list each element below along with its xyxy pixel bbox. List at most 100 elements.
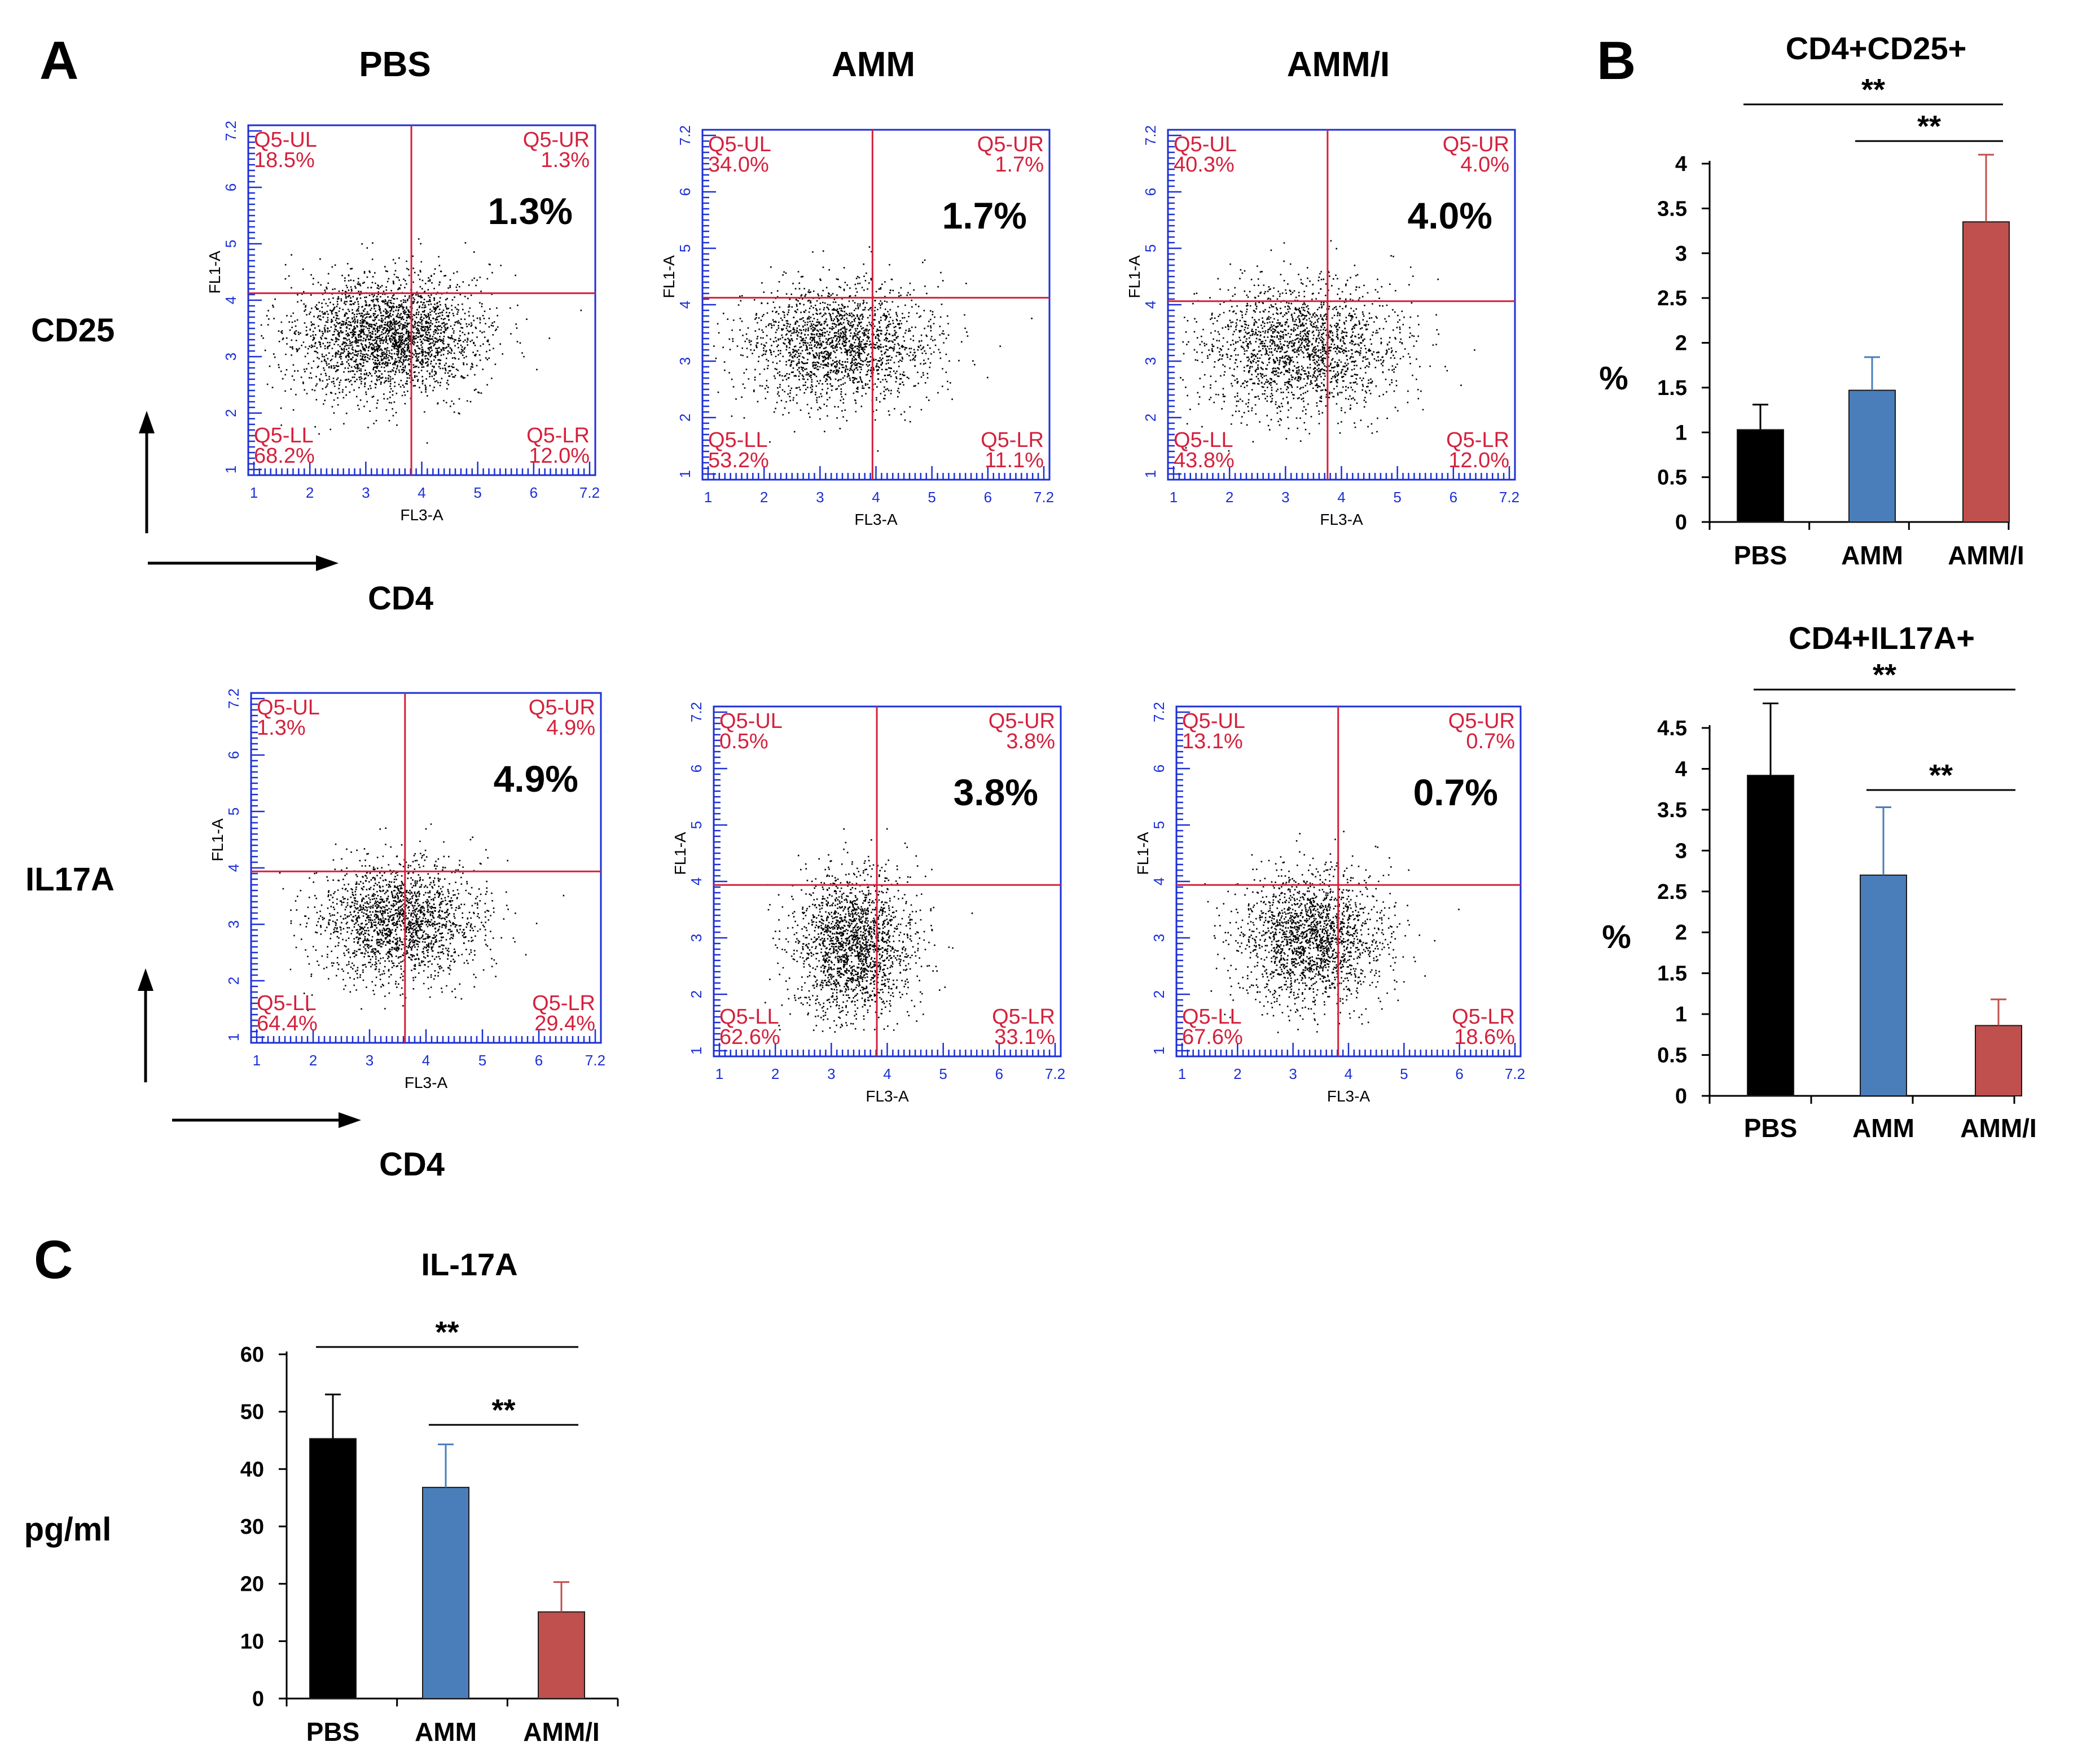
flow-x-tick-label: 3 — [366, 1052, 374, 1069]
y-axis-label: % — [1602, 919, 1631, 955]
flow-y-tick-label: 7.2 — [688, 702, 705, 722]
flow-x-tick-label: 7.2 — [1499, 489, 1519, 506]
chart-title: CD4+CD25+ — [1786, 30, 1967, 66]
category-label: PBS — [1734, 541, 1787, 570]
flow-x-axis-label: FL3-A — [405, 1074, 448, 1091]
significance-label: ** — [1861, 73, 1885, 107]
flow-x-tick-label: 1 — [715, 1065, 723, 1082]
flow-y-tick-label: 7.2 — [677, 125, 693, 146]
flow-x-tick-label: 2 — [1226, 489, 1233, 506]
quadrant-lr-name: Q5-LR — [526, 424, 590, 447]
flow-y-ticks — [248, 130, 262, 471]
quadrant-ul-name: Q5-UL — [708, 133, 771, 156]
y-tick-label: 0.5 — [1657, 466, 1687, 490]
quadrant-lr-value: 11.1% — [985, 449, 1044, 472]
flow-y-tick-label: 3 — [1142, 357, 1159, 365]
flow-x-tick-label: 2 — [771, 1065, 779, 1082]
flow-x-tick-label: 5 — [478, 1052, 486, 1069]
flow-x-tick-label: 2 — [760, 489, 768, 506]
flow-x-axis-label: FL3-A — [400, 506, 443, 524]
flow-y-tick-label: 1 — [225, 1033, 242, 1041]
flow-y-tick-label: 1 — [688, 1047, 705, 1055]
flow-y-tick-label: 1 — [1142, 470, 1159, 478]
flow-x-tick-label: 4 — [422, 1052, 430, 1069]
flow-y-ticks — [714, 711, 727, 1052]
flow-x-tick-label: 5 — [1393, 489, 1401, 506]
quadrant-ul-value: 1.3% — [257, 716, 306, 740]
flow-x-tick-label: 5 — [473, 484, 481, 501]
flow-x-tick-label: 1 — [1178, 1065, 1186, 1082]
y-tick-label: 3.5 — [1657, 798, 1687, 822]
row2-x-marker-cd4: CD4 — [379, 1146, 445, 1183]
row2-x-direction-arrow — [172, 1112, 361, 1128]
row-marker-cd25: CD25 — [31, 312, 115, 349]
flow-y-axis-label: FL1-A — [209, 818, 226, 862]
flow-y-tick-label: 5 — [1150, 821, 1167, 829]
flow-y-tick-label: 3 — [688, 934, 705, 942]
quadrant-ll-name: Q5-LL — [719, 1005, 779, 1029]
flow-x-tick-label: 3 — [362, 484, 370, 501]
category-label: AMM — [1841, 541, 1903, 570]
flow-y-tick-label: 4 — [1150, 877, 1167, 885]
quadrant-lr-value: 18.6% — [1454, 1025, 1515, 1049]
flow-y-tick-label: 3 — [1150, 934, 1167, 942]
flow-x-tick-label: 6 — [1455, 1065, 1463, 1082]
quadrant-ll-value: 68.2% — [254, 444, 315, 468]
flow-y-tick-label: 3 — [222, 353, 239, 361]
quadrant-ur-value: 1.7% — [995, 153, 1044, 177]
quadrant-ur-name: Q5-UR — [523, 128, 590, 152]
bar-amm-i — [1975, 1025, 2022, 1096]
flow-x-tick-label: 6 — [535, 1052, 543, 1069]
flow-y-tick-label: 3 — [677, 357, 693, 365]
y-tick-label: 2.5 — [1657, 880, 1687, 904]
flow-y-tick-label: 6 — [677, 188, 693, 196]
quadrant-ur-name: Q5-UR — [1443, 133, 1509, 156]
flow-x-tick-label: 1 — [704, 489, 712, 506]
flow-y-tick-label: 1 — [1150, 1047, 1167, 1055]
quadrant-ll-value: 43.8% — [1174, 449, 1235, 472]
flow-x-ticks — [256, 1029, 596, 1043]
y-tick-label: 4.5 — [1657, 717, 1687, 740]
flow-y-tick-label: 4 — [1142, 301, 1159, 309]
flow-y-tick-label: 7.2 — [225, 688, 242, 709]
y-tick-label: 1.5 — [1657, 962, 1687, 986]
quadrant-ur-value: 1.3% — [541, 148, 590, 172]
y-tick-label: 3 — [1675, 839, 1687, 863]
y-tick-label: 2.5 — [1657, 287, 1687, 310]
flow-x-tick-label: 4 — [872, 489, 880, 506]
quadrant-ul-name: Q5-UL — [254, 128, 317, 152]
y-tick-label: 50 — [240, 1401, 264, 1424]
flow-x-tick-label: 5 — [1400, 1065, 1408, 1082]
quadrant-ur-value: 4.9% — [546, 716, 595, 740]
quadrant-ul-value: 34.0% — [708, 153, 769, 177]
quadrant-ll-name: Q5-LL — [1174, 428, 1233, 452]
flow-y-tick-label: 2 — [1150, 990, 1167, 998]
y-tick-label: 1.5 — [1657, 376, 1687, 400]
flow-y-tick-label: 2 — [222, 409, 239, 417]
flow-plot-frame — [247, 124, 596, 476]
flow-x-tick-label: 7.2 — [1505, 1065, 1525, 1082]
y-tick-label: 4 — [1675, 152, 1687, 176]
flow-scatter-dots — [765, 828, 973, 1033]
y-tick-label: 4 — [1675, 757, 1687, 781]
flow-x-axis-label: FL3-A — [1327, 1087, 1371, 1105]
quadrant-ur-name: Q5-UR — [1448, 709, 1515, 733]
significance-label: ** — [491, 1393, 515, 1427]
bar-charts: CD4+CD25+% 0 0.5 1 1.5 2 2.5 3 3.5 4 PBS AMM AMM/I **… — [24, 30, 2037, 1747]
flow-x-tick-label: 6 — [1450, 489, 1457, 506]
category-label: PBS — [306, 1717, 360, 1747]
flow-x-tick-label: 4 — [883, 1065, 891, 1082]
flow-y-tick-label: 2 — [677, 414, 693, 422]
quadrant-ul-name: Q5-UL — [719, 709, 783, 733]
flow-y-tick-label: 2 — [1142, 414, 1159, 422]
flow-plot-frame — [701, 129, 1051, 481]
flow-y-tick-label: 5 — [688, 821, 705, 829]
bar-amm — [422, 1486, 469, 1700]
quadrant-ul-value: 0.5% — [719, 730, 768, 753]
quadrant-lr-name: Q5-LR — [1452, 1005, 1515, 1029]
quadrant-ul-value: 18.5% — [254, 148, 315, 172]
group-title-amm: AMM — [832, 45, 915, 84]
y-tick-label: 0.5 — [1657, 1044, 1687, 1068]
